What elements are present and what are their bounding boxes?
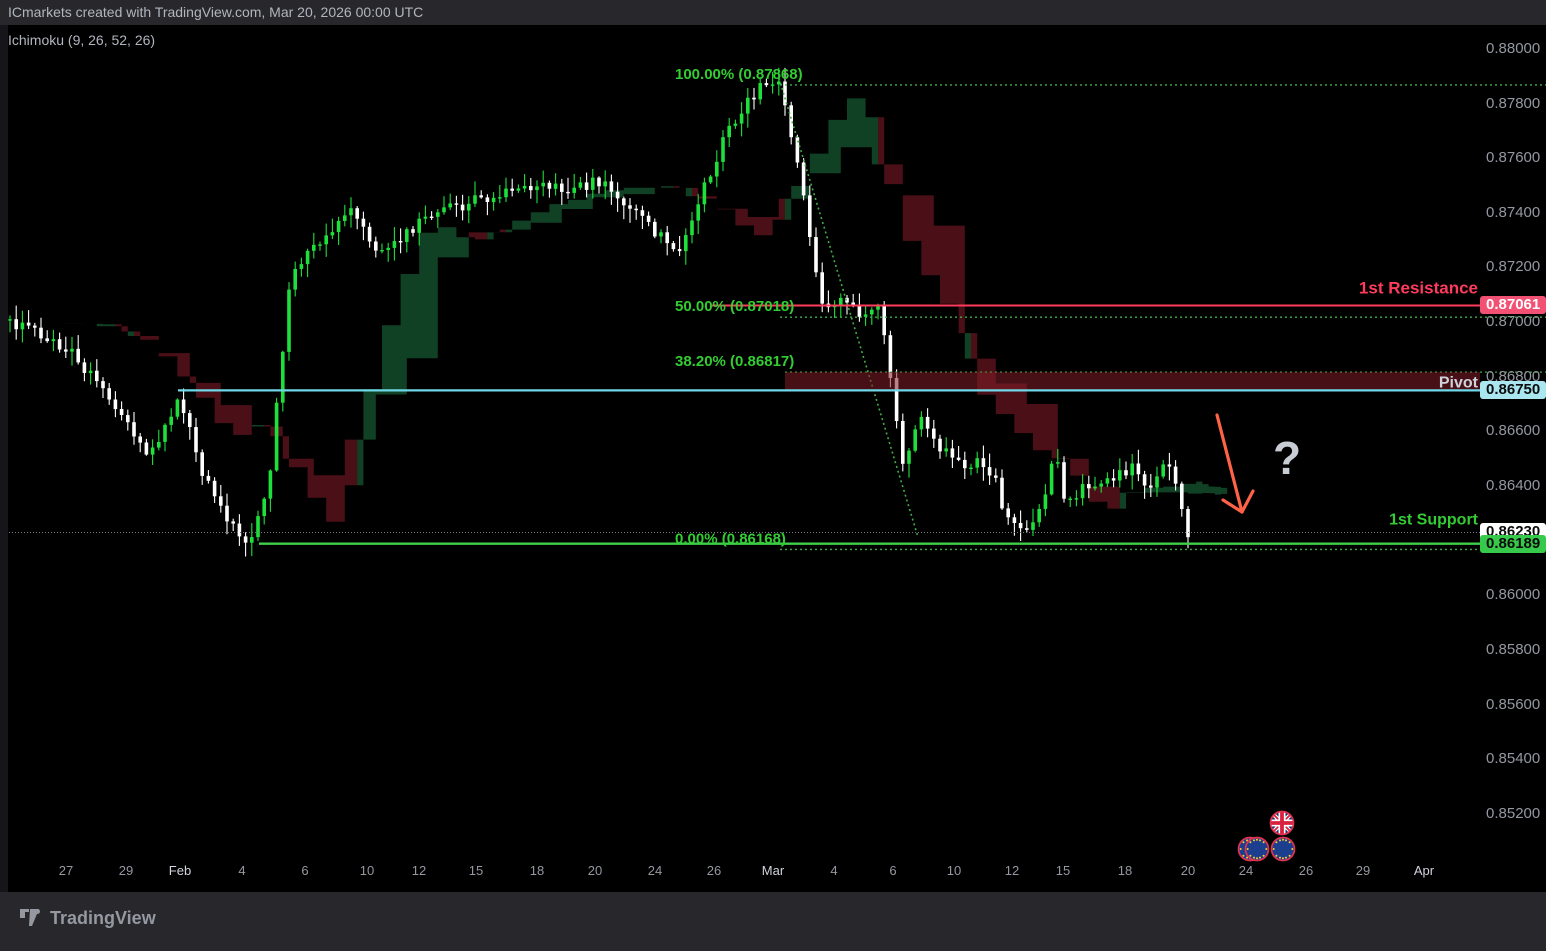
svg-text:38.20% (0.86817): 38.20% (0.86817) — [675, 353, 794, 370]
svg-text:1st Resistance: 1st Resistance — [1359, 278, 1478, 297]
svg-text:Pivot: Pivot — [1439, 374, 1479, 391]
svg-text:50.00% (0.87018): 50.00% (0.87018) — [675, 298, 794, 315]
svg-text:100.00% (0.87868): 100.00% (0.87868) — [675, 66, 803, 83]
svg-text:0.00% (0.86168): 0.00% (0.86168) — [675, 530, 786, 547]
svg-text:1st Support: 1st Support — [1389, 511, 1479, 528]
